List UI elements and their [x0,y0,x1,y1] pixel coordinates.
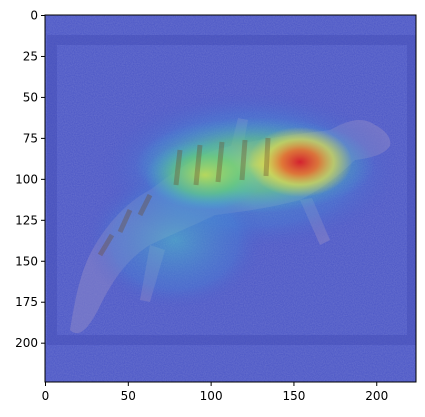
lizard-stripes [97,137,271,257]
x-tick-label: 0 [42,389,50,403]
y-tick-label: 200 [15,336,38,350]
y-tick-label: 100 [15,172,38,186]
x-tick-label: 150 [282,389,305,403]
x-axis: 0 50 100 150 200 [42,382,388,403]
y-tick-label: 150 [15,254,38,268]
y-axis: 0 25 50 75 100 125 150 175 200 [15,9,45,350]
x-tick-label: 100 [200,389,223,403]
y-tick-label: 75 [23,131,38,145]
y-tick-label: 50 [23,90,38,104]
y-tick-label: 25 [23,49,38,63]
y-tick-label: 0 [30,9,38,23]
x-tick-label: 50 [121,389,136,403]
x-tick-label: 200 [365,389,388,403]
heatmap-image [45,15,416,382]
y-tick-label: 175 [15,295,38,309]
y-tick-label: 125 [15,213,38,227]
axes-frame [44,14,417,383]
